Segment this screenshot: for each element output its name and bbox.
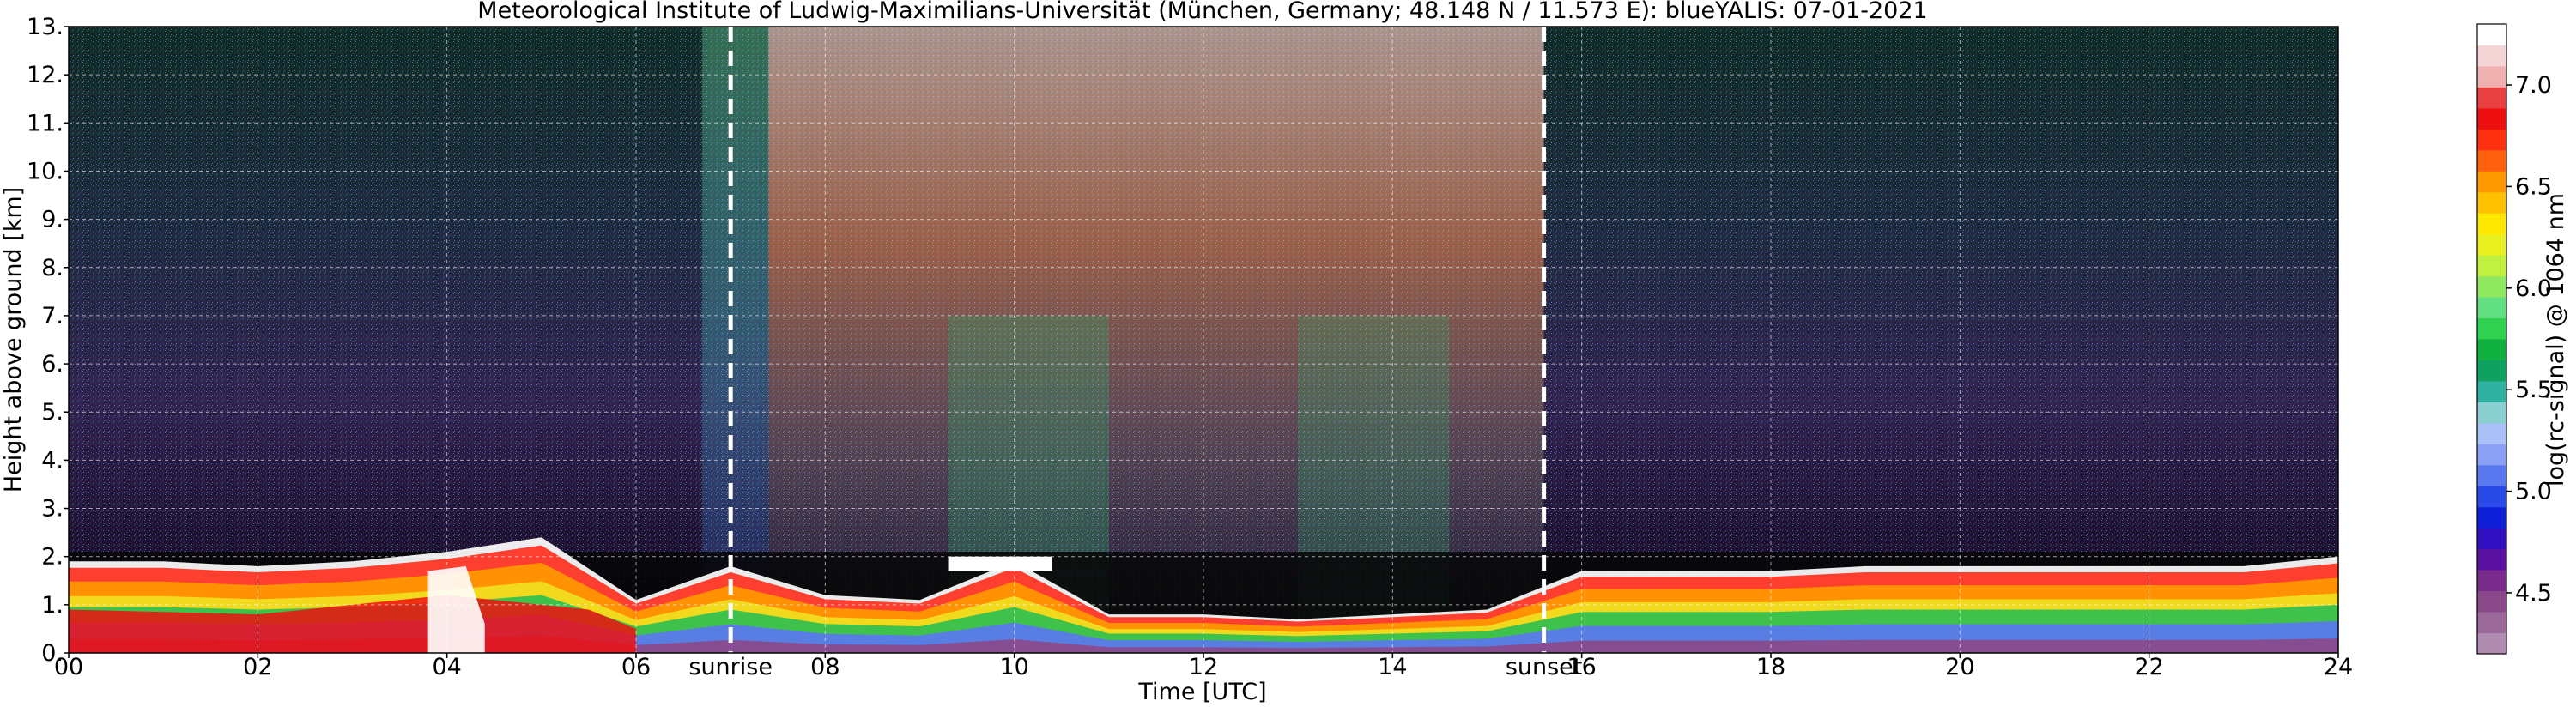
colorbar-segment	[2477, 444, 2506, 466]
colorbar-tick-label: 4.5	[2515, 580, 2552, 607]
colorbar-segment	[2477, 45, 2506, 67]
y-tick-label: 6.	[41, 351, 64, 378]
colorbar-segment	[2477, 65, 2506, 88]
colorbar-label: log(rc-signal) @ 1064 nm	[2543, 193, 2569, 486]
colorbar-segment	[2477, 506, 2506, 529]
y-tick-label: 13.	[27, 14, 64, 40]
y-tick-label: 1.	[41, 592, 64, 619]
colorbar-ticks: 4.5 5.0 5.5 6.0 6.5 7.0	[2506, 72, 2552, 607]
boundary-layer-signal	[69, 537, 2338, 653]
night-aerosol-white	[427, 565, 485, 653]
colorbar-segment	[2477, 464, 2506, 486]
y-tick-label: 11.	[27, 110, 64, 136]
colorbar-segment	[2477, 590, 2506, 613]
colorbar-frame	[2476, 23, 2507, 655]
colorbar-segment	[2477, 360, 2506, 382]
chart-title: Meteorological Institute of Ludwig-Maxim…	[477, 0, 1927, 24]
x-tick-label: 18	[1756, 654, 1785, 680]
colorbar-segment	[2477, 402, 2506, 424]
colorbar-segment	[2477, 107, 2506, 130]
sunrise-label: sunrise	[688, 654, 773, 680]
y-axis-label: Height above ground [km]	[0, 187, 27, 492]
colorbar-segment	[2477, 422, 2506, 444]
colorbar-segment	[2477, 297, 2506, 319]
colorbar-tick-label: 6.5	[2515, 173, 2552, 200]
colorbar-segment	[2477, 275, 2506, 298]
sun-event-lines	[728, 27, 1547, 653]
y-tick-label: 0.	[41, 640, 64, 667]
x-tick-label: 14	[1378, 654, 1407, 680]
colorbar-segment	[2477, 233, 2506, 256]
night-aerosol-red	[69, 595, 636, 653]
y-axis-ticks: 0. 1. 2. 3. 4. 5. 6. 7. 8. 9. 10. 11. 12. 13.	[27, 14, 69, 667]
x-tick-label: 22	[2134, 654, 2163, 680]
colorbar-segment	[2477, 191, 2506, 214]
colorbar-segment	[2477, 612, 2506, 634]
y-tick-label: 12.	[27, 62, 64, 88]
grid-lines	[69, 27, 2338, 653]
colorbar-segment	[2477, 339, 2506, 360]
cloud-layer	[948, 556, 1052, 571]
x-axis-label: Time [UTC]	[1137, 679, 1266, 705]
colorbar-tick-label: 7.0	[2515, 72, 2552, 99]
y-tick-label: 8.	[41, 255, 64, 281]
colorbar-segment	[2477, 528, 2506, 550]
sunset-label: sunset	[1506, 654, 1583, 680]
x-tick-label: 04	[432, 654, 461, 680]
colorbar-segment	[2477, 149, 2506, 172]
y-tick-label: 2.	[41, 544, 64, 571]
colorbar-tick-label: 5.0	[2515, 479, 2552, 505]
y-tick-label: 5.	[41, 399, 64, 426]
colorbar-segment	[2477, 87, 2506, 109]
x-tick-label: 06	[621, 654, 651, 680]
colorbar-segment	[2477, 171, 2506, 193]
x-tick-label: 10	[999, 654, 1028, 680]
x-tick-label: 24	[2324, 654, 2353, 680]
y-tick-label: 4.	[41, 447, 64, 474]
colorbar-segment	[2477, 486, 2506, 508]
colorbar-segment	[2477, 24, 2506, 45]
colorbar-tick-label: 5.5	[2515, 377, 2552, 403]
x-tick-label: 02	[243, 654, 272, 680]
x-axis-ticks: 00 02 04 06 08 10 12 14 16 18 20 22 24	[54, 653, 2353, 680]
sun-event-labels: sunrise sunset	[688, 654, 1582, 680]
y-tick-label: 7.	[41, 303, 64, 329]
colorbar-segment	[2477, 317, 2506, 340]
x-tick-label: 12	[1189, 654, 1218, 680]
colorbar-segment	[2477, 380, 2506, 402]
x-tick-label: 00	[54, 654, 83, 680]
colorbar	[2477, 24, 2506, 655]
colorbar-segment	[2477, 632, 2506, 655]
colorbar-segment	[2477, 570, 2506, 592]
y-tick-label: 3.	[41, 496, 64, 523]
y-tick-label: 9.	[41, 207, 64, 233]
colorbar-segment	[2477, 213, 2506, 235]
colorbar-segment	[2477, 255, 2506, 277]
x-tick-label: 16	[1567, 654, 1596, 680]
x-tick-label: 20	[1945, 654, 1974, 680]
plot-area	[69, 27, 2338, 653]
colorbar-segment	[2477, 548, 2506, 571]
colorbar-tick-label: 6.0	[2515, 275, 2552, 302]
x-tick-label: 08	[810, 654, 839, 680]
colorbar-segment	[2477, 129, 2506, 151]
y-tick-label: 10.	[27, 158, 64, 184]
